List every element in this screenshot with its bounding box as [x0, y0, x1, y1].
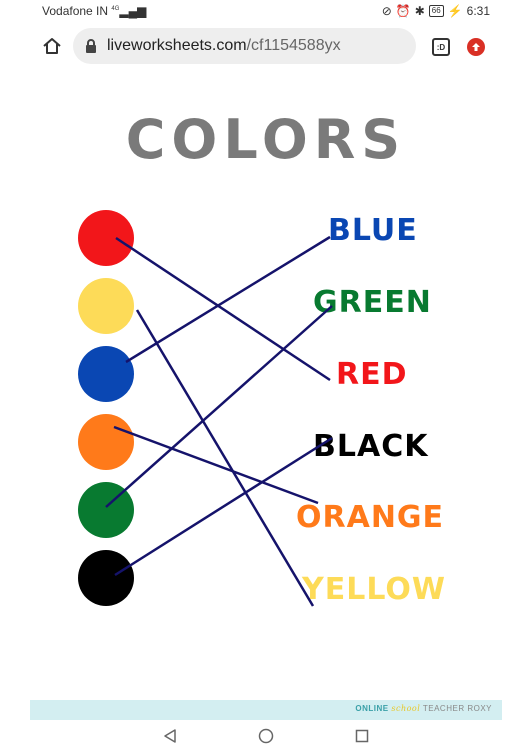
status-bar: Vodafone IN 4G▂▄▆ ⊘ ⏰ ✱ 66 ⚡ 6:31 — [0, 0, 532, 22]
worksheet: COLORS BLUE GREEN RED BLACK ORANGE YELLO… — [30, 72, 502, 700]
tab-switcher-button[interactable]: :D — [432, 38, 450, 56]
circle-yellow[interactable] — [78, 278, 134, 334]
carrier-label: Vodafone IN 4G▂▄▆ — [42, 4, 147, 18]
circle-black[interactable] — [78, 550, 134, 606]
word-black[interactable]: BLACK — [313, 429, 429, 464]
update-button[interactable] — [467, 38, 485, 56]
arrow-up-icon — [472, 43, 480, 51]
address-bar[interactable]: liveworksheets.com/cf1154588yx — [73, 28, 416, 64]
back-button[interactable] — [160, 726, 180, 746]
footer-banner: ONLINE school TEACHER ROXY — [30, 700, 502, 720]
recents-square-icon — [355, 729, 369, 743]
word-blue[interactable]: BLUE — [328, 213, 418, 248]
word-yellow[interactable]: YELLOW — [302, 572, 446, 607]
word-red[interactable]: RED — [336, 357, 408, 392]
footer-brand: ONLINE school TEACHER ROXY — [355, 704, 492, 713]
lock-icon — [85, 39, 99, 53]
browser-toolbar: liveworksheets.com/cf1154588yx :D — [0, 22, 532, 70]
signal-icon: ▂▄▆ — [119, 4, 147, 18]
circle-red[interactable] — [78, 210, 134, 266]
recents-button[interactable] — [352, 726, 372, 746]
system-navbar — [0, 720, 532, 752]
home-icon — [43, 38, 61, 54]
word-orange[interactable]: ORANGE — [296, 500, 445, 535]
word-green[interactable]: GREEN — [313, 285, 432, 320]
do-not-disturb-icon: ⊘ — [381, 4, 392, 18]
back-triangle-icon — [164, 729, 176, 743]
home-button[interactable] — [40, 34, 64, 58]
charging-icon: ⚡ — [447, 4, 463, 18]
alarm-icon: ⏰ — [395, 4, 411, 18]
bluetooth-icon: ✱ — [414, 4, 425, 18]
circle-blue[interactable] — [78, 346, 134, 402]
battery-icon: 66 — [428, 5, 444, 17]
circle-orange[interactable] — [78, 414, 134, 470]
status-icons: ⊘ ⏰ ✱ 66 ⚡ 6:31 — [382, 4, 490, 18]
url-text: liveworksheets.com/cf1154588yx — [107, 37, 341, 54]
home-nav-button[interactable] — [256, 726, 276, 746]
clock-time: 6:31 — [466, 4, 490, 18]
home-circle-icon — [258, 728, 274, 744]
circle-green[interactable] — [78, 482, 134, 538]
worksheet-title: COLORS — [125, 108, 407, 171]
